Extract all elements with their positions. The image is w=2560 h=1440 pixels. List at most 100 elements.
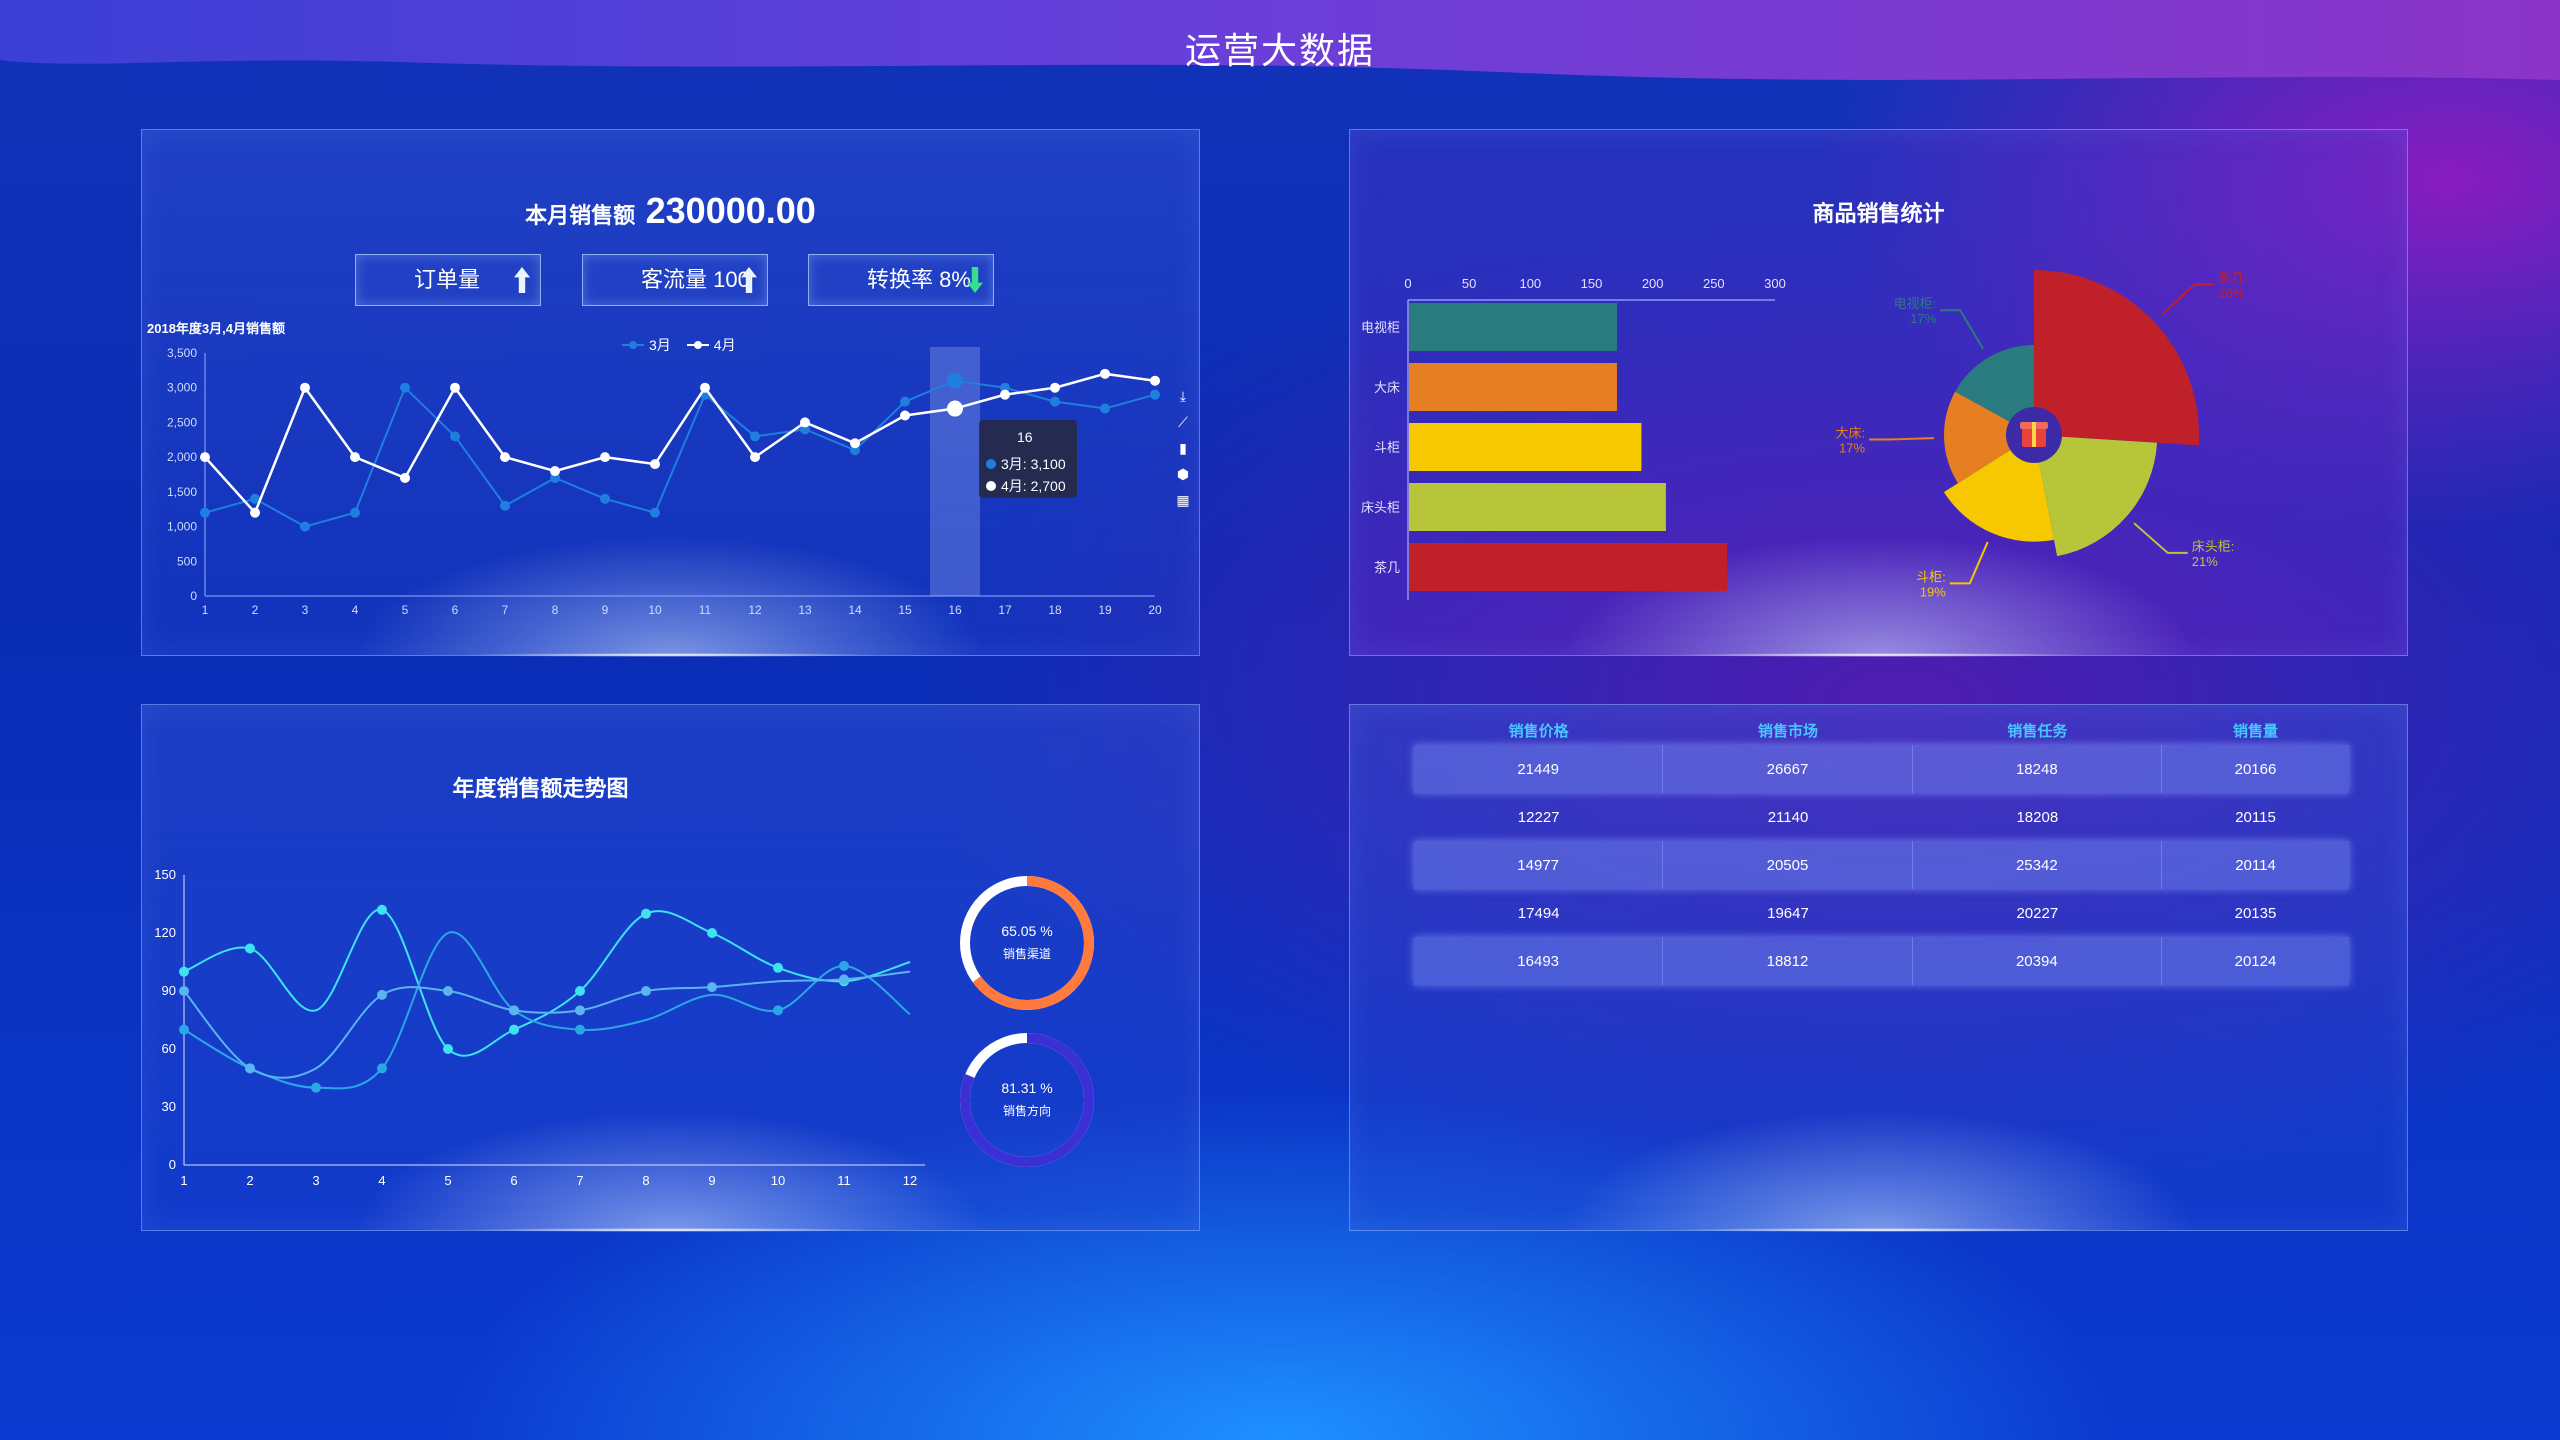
ring-label: 销售方向 bbox=[1002, 1104, 1051, 1118]
pie-label-line bbox=[2160, 283, 2215, 316]
x-tick-label: 4 bbox=[378, 1173, 385, 1188]
x-tick-label: 13 bbox=[798, 603, 812, 617]
data-point bbox=[900, 410, 910, 421]
column-header[interactable]: 销售量 bbox=[2232, 722, 2278, 740]
x-tick-label: 300 bbox=[1764, 276, 1786, 291]
y-tick-label: 60 bbox=[162, 1041, 176, 1056]
data-point bbox=[750, 431, 760, 442]
chart-legend: 3月 4月 bbox=[622, 335, 736, 355]
table-cell: 20124 bbox=[2161, 937, 2349, 985]
data-point bbox=[650, 507, 660, 518]
pie-label: 斗柜: bbox=[1916, 569, 1946, 584]
kpi-traffic-button[interactable]: 客流量 100 bbox=[582, 254, 768, 306]
pie-label: 电视柜: bbox=[1894, 296, 1937, 311]
x-tick-label: 9 bbox=[708, 1173, 715, 1188]
x-tick-label: 5 bbox=[402, 603, 409, 617]
table-row[interactable]: 21449 26667 18248 20166 bbox=[1414, 745, 2349, 793]
x-tick-label: 15 bbox=[898, 603, 912, 617]
legend-item-3月[interactable]: 3月 bbox=[622, 335, 671, 355]
month-sales-headline: 本月销售额 230000.00 bbox=[142, 190, 1199, 232]
table-row[interactable]: 17494 19647 20227 20135 bbox=[1414, 889, 2349, 937]
kpi-conversion-button[interactable]: 转换率 8% bbox=[808, 254, 994, 306]
table-cell: 21449 bbox=[1414, 745, 1664, 793]
data-point bbox=[377, 1063, 387, 1074]
page-title: 运营大数据 bbox=[1184, 30, 1375, 71]
table-cell: 20114 bbox=[2161, 841, 2349, 889]
data-point bbox=[300, 382, 310, 393]
pie-slice-大床 bbox=[1944, 391, 2034, 484]
ring-sales-channel: 65.05 % 销售渠道 bbox=[957, 873, 1097, 1013]
x-tick-label: 150 bbox=[1581, 276, 1603, 291]
table-row[interactable]: 16493 18812 20394 20124 bbox=[1414, 937, 2349, 985]
data-point bbox=[443, 1044, 453, 1054]
y-tick-label: 0 bbox=[169, 1157, 176, 1172]
column-header[interactable]: 销售任务 bbox=[2007, 722, 2068, 740]
data-point bbox=[443, 986, 453, 996]
pie-label-pct: 21% bbox=[2192, 554, 2218, 569]
y-tick-label: 床头柜 bbox=[1361, 500, 1400, 515]
kpi-orders-button[interactable]: 订单量 bbox=[355, 254, 541, 306]
data-point bbox=[200, 507, 210, 518]
legend-item-4月[interactable]: 4月 bbox=[686, 335, 736, 355]
annual-trend-panel: 年度销售额走势图 0 30 60 90 120 150 1 2 3 4 5 6 7 8 9 10 11 12 65… bbox=[141, 704, 1200, 1232]
table-cell: 21140 bbox=[1767, 808, 1809, 826]
table-row[interactable]: 14977 20505 25342 20114 bbox=[1414, 841, 2349, 889]
x-tick-label: 200 bbox=[1642, 276, 1664, 291]
data-point bbox=[750, 452, 760, 463]
product-sales-panel: 商品销售统计 0 50 100 150 200 250 300 电视柜 大床 斗柜 床头柜 茶几 茶几… bbox=[1349, 129, 2409, 657]
tooltip-line: 3月: 3,100 bbox=[1001, 456, 1066, 472]
panel-edge-glow bbox=[459, 653, 882, 657]
table-cell: 18812 bbox=[1663, 937, 1913, 985]
data-point bbox=[1100, 403, 1110, 414]
kpi-label: 订单量 bbox=[414, 267, 481, 292]
tooltip-marker bbox=[986, 481, 996, 491]
sales-table-panel: 销售价格 销售市场 销售任务 销售量 21449 26667 18248 201… bbox=[1349, 704, 2408, 1232]
data-point bbox=[179, 1024, 189, 1035]
tooltip-line: 4月: 2,700 bbox=[1001, 478, 1066, 494]
table-cell: 25342 bbox=[1912, 841, 2162, 889]
x-tick-label: 2 bbox=[252, 603, 259, 617]
data-point bbox=[550, 472, 560, 483]
tiled-icon[interactable]: ▦ bbox=[1176, 492, 1190, 508]
data-point bbox=[575, 1005, 585, 1016]
y-tick-label: 30 bbox=[162, 1099, 176, 1114]
product-pie-chart[interactable]: 茶几:26%床头柜:21%斗柜:19%大床:17%电视柜:17% bbox=[1810, 130, 2409, 657]
data-point bbox=[450, 382, 460, 393]
stack-icon[interactable]: ⬢ bbox=[1176, 466, 1190, 482]
y-tick-label: 茶几 bbox=[1374, 560, 1400, 575]
download-icon[interactable]: ⤓ bbox=[1179, 388, 1187, 404]
y-tick-label: 0 bbox=[190, 589, 197, 603]
pie-label-line bbox=[1869, 437, 1935, 441]
ring-percent: 81.31 % bbox=[1001, 1080, 1053, 1096]
x-tick-label: 11 bbox=[699, 603, 712, 617]
pie-slice-茶几 bbox=[2034, 270, 2199, 446]
table-cell: 19647 bbox=[1767, 904, 1809, 922]
data-point bbox=[1000, 389, 1010, 400]
table-row[interactable]: 12227 21140 18208 20115 bbox=[1414, 793, 2349, 841]
x-tick-label: 19 bbox=[1098, 603, 1112, 617]
y-tick-label: 150 bbox=[154, 867, 176, 882]
bar-大床 bbox=[1409, 363, 1617, 411]
x-tick-label: 6 bbox=[510, 1173, 517, 1188]
column-header[interactable]: 销售市场 bbox=[1757, 722, 1818, 740]
data-point bbox=[839, 974, 849, 985]
data-point bbox=[1050, 382, 1060, 393]
column-header[interactable]: 销售价格 bbox=[1508, 722, 1569, 740]
data-point bbox=[400, 472, 410, 483]
data-point bbox=[700, 382, 710, 393]
bar-switch-icon[interactable]: ▮ bbox=[1179, 440, 1187, 456]
x-tick-label: 100 bbox=[1519, 276, 1541, 291]
line-switch-icon[interactable]: ⟋ bbox=[1178, 414, 1188, 430]
tooltip-marker bbox=[986, 459, 996, 469]
monthly-sales-panel: 本月销售额 230000.00 订单量 客流量 100 转换率 8% 2018年… bbox=[141, 129, 1201, 657]
data-point bbox=[1050, 396, 1060, 407]
x-tick-label: 1 bbox=[180, 1173, 187, 1188]
ring-percent: 65.05 % bbox=[1001, 923, 1053, 939]
month-sales-label: 本月销售额 bbox=[525, 203, 636, 228]
pie-label: 大床: bbox=[1835, 426, 1865, 441]
data-point bbox=[800, 417, 810, 428]
data-point bbox=[947, 372, 963, 389]
